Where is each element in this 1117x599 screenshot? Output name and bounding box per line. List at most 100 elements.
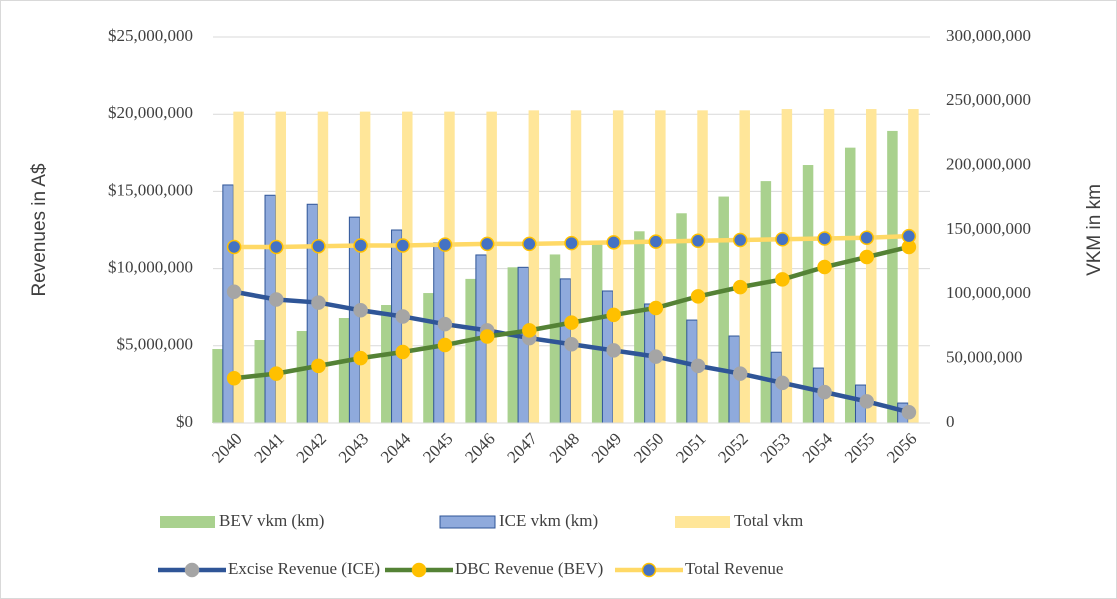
bar — [275, 111, 287, 424]
y-tick-label: $25,000,000 — [108, 26, 193, 45]
marker — [437, 316, 453, 332]
marker — [226, 284, 242, 300]
bar — [338, 318, 350, 423]
legend-label: Excise Revenue (ICE) — [228, 559, 380, 578]
bar — [865, 109, 877, 423]
marker — [817, 231, 832, 246]
bar — [591, 242, 603, 423]
legend-label: Total Revenue — [685, 559, 783, 578]
bar — [612, 110, 624, 423]
marker — [606, 307, 621, 323]
bar — [359, 111, 371, 424]
bar — [517, 266, 530, 424]
bar — [887, 130, 898, 423]
legend-swatch — [675, 516, 730, 528]
y-tick-label: $0 — [176, 412, 193, 431]
marker — [817, 384, 832, 400]
marker — [732, 232, 748, 248]
legend-label: BEV vkm (km) — [219, 511, 324, 530]
bar — [233, 111, 244, 424]
bar — [296, 331, 308, 423]
y2-tick-label: 200,000,000 — [946, 155, 1031, 174]
marker — [269, 239, 284, 255]
marker — [775, 375, 790, 391]
legend-label: ICE vkm (km) — [499, 511, 598, 530]
marker — [606, 235, 621, 250]
y2-tick-label: 300,000,000 — [946, 26, 1031, 45]
y-tick-label: $20,000,000 — [108, 103, 193, 122]
marker — [269, 366, 284, 381]
marker — [901, 228, 917, 244]
legend-marker — [184, 562, 200, 578]
bar — [507, 267, 519, 423]
marker — [690, 358, 706, 374]
bar — [644, 303, 656, 424]
legend-swatch — [160, 516, 215, 528]
bar — [264, 194, 277, 424]
bar — [317, 111, 329, 424]
marker — [479, 236, 495, 252]
marker — [226, 370, 242, 386]
bar — [222, 184, 234, 424]
marker — [648, 349, 664, 364]
bar — [697, 110, 708, 423]
bar — [908, 109, 919, 423]
marker — [732, 279, 748, 295]
bar — [486, 111, 497, 424]
y-tick-label: $5,000,000 — [117, 335, 194, 354]
marker — [775, 272, 790, 287]
bar — [802, 165, 814, 424]
marker — [859, 394, 874, 409]
marker — [690, 233, 706, 249]
marker — [311, 238, 326, 254]
y-tick-label: $15,000,000 — [108, 180, 193, 199]
bar — [465, 278, 476, 423]
marker — [437, 237, 453, 252]
marker — [311, 295, 326, 310]
bar — [402, 111, 413, 424]
marker — [395, 309, 411, 324]
marker — [606, 343, 621, 358]
bar — [254, 340, 266, 423]
marker — [395, 238, 411, 253]
marker — [269, 292, 284, 307]
marker — [564, 337, 579, 352]
bar — [760, 181, 772, 423]
y2-tick-label: 250,000,000 — [946, 90, 1031, 109]
marker — [437, 337, 453, 353]
bar — [391, 229, 403, 424]
y2-tick-label: 150,000,000 — [946, 219, 1031, 238]
marker — [648, 234, 664, 249]
bar — [423, 293, 434, 423]
bar — [655, 110, 666, 423]
legend-label: DBC Revenue (BEV) — [455, 559, 603, 578]
legend-marker — [641, 562, 657, 578]
marker — [522, 323, 537, 338]
marker — [479, 329, 495, 344]
marker — [775, 232, 790, 247]
marker — [859, 230, 874, 245]
bar — [570, 110, 582, 423]
marker — [732, 366, 748, 381]
bar — [306, 203, 319, 424]
marker — [522, 236, 537, 252]
marker — [859, 249, 874, 265]
marker — [564, 235, 579, 251]
legend-swatch — [439, 515, 496, 529]
marker — [311, 358, 326, 374]
bar — [212, 349, 223, 423]
bar — [634, 231, 645, 423]
y-tick-label: $10,000,000 — [108, 258, 193, 277]
legend-label: Total vkm — [734, 511, 803, 530]
marker — [690, 289, 706, 304]
bar — [718, 196, 729, 423]
y2-axis-title: VKM in km — [1084, 184, 1105, 276]
bar — [381, 305, 392, 423]
bar — [676, 213, 687, 423]
marker — [817, 259, 832, 275]
y2-tick-label: 0 — [946, 412, 955, 431]
bar — [844, 147, 856, 424]
marker — [353, 350, 368, 366]
marker — [395, 344, 411, 360]
